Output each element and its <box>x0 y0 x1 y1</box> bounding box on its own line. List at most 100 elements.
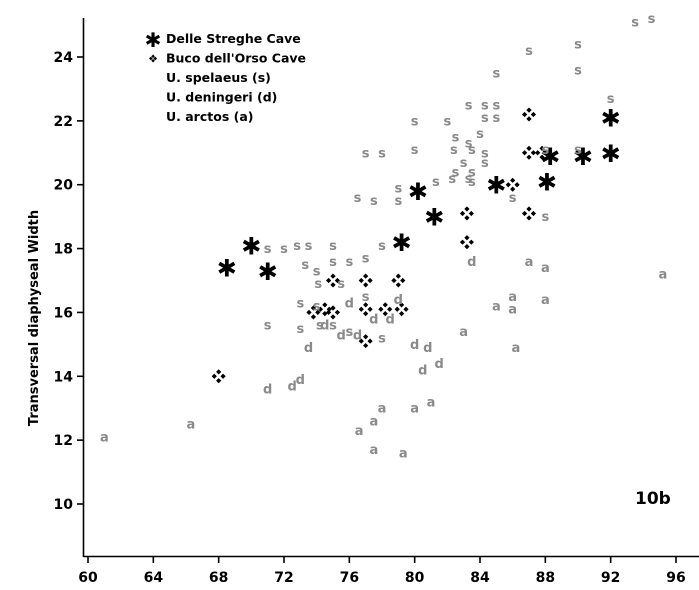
data-point-buco-dellorso <box>521 206 537 221</box>
data-point-buco-dellorso <box>358 273 373 288</box>
data-point-u-spelaeus-s: s <box>468 165 476 180</box>
data-point-buco-dellorso <box>325 273 341 288</box>
data-point-u-arctos-a: a <box>541 261 550 276</box>
data-point-buco-dellorso <box>378 302 393 317</box>
data-point-u-deningeri-d: d <box>435 357 444 372</box>
data-point-u-spelaeus-s: s <box>452 165 460 180</box>
x-tick-label: 84 <box>470 570 490 586</box>
data-point-u-deningeri-d: d <box>263 383 272 398</box>
data-point-u-spelaeus-s: s <box>362 252 370 267</box>
data-point-u-arctos-a: a <box>427 395 436 410</box>
data-point-u-spelaeus-s: s <box>481 146 489 161</box>
y-tick-label: 20 <box>54 178 74 194</box>
data-point-u-spelaeus-s: s <box>293 239 301 254</box>
x-axis-ticks: 60 64 68 72 76 80 84 88 92 96 <box>78 556 686 586</box>
data-point-buco-dellorso <box>358 302 373 317</box>
data-point-u-deningeri-d: d <box>345 296 354 311</box>
data-point-u-spelaeus-s: s <box>450 143 458 158</box>
data-point-u-spelaeus-s: s <box>362 290 370 305</box>
data-point-u-arctos-a: a <box>508 290 517 305</box>
x-tick-label: 80 <box>405 570 425 586</box>
legend-entry: U. spelaeus (s) <box>166 70 271 85</box>
data-point-u-deningeri-d: d <box>369 312 378 327</box>
data-point-u-spelaeus-s: s <box>378 239 386 254</box>
y-tick-label: 16 <box>54 305 73 321</box>
x-tick-label: 72 <box>274 570 293 586</box>
data-point-u-spelaeus-s: s <box>394 181 402 196</box>
data-point-buco-dellorso <box>521 145 537 160</box>
data-point-u-arctos-a: a <box>525 255 534 270</box>
x-tick-label: 76 <box>340 570 359 586</box>
data-point-u-spelaeus-s: s <box>316 319 324 334</box>
data-point-u-spelaeus-s: s <box>574 143 582 158</box>
data-point-u-arctos-a: a <box>410 402 419 417</box>
data-point-u-spelaeus-s: s <box>345 255 353 270</box>
data-point-u-spelaeus-s: s <box>301 258 309 273</box>
data-point-u-deningeri-d: d <box>337 328 346 343</box>
data-point-u-spelaeus-s: s <box>280 242 288 257</box>
data-point-u-spelaeus-s: s <box>481 98 489 113</box>
data-point-u-deningeri-d: d <box>394 293 403 308</box>
data-point-u-spelaeus-s: s <box>541 210 549 225</box>
data-point-u-spelaeus-s: s <box>492 111 500 126</box>
y-tick-label: 18 <box>54 242 73 258</box>
x-tick-label: 96 <box>666 570 685 586</box>
legend-label: Buco dell'Orso Cave <box>166 51 306 66</box>
data-point-u-deningeri-d: d <box>353 328 362 343</box>
data-point-u-spelaeus-s: s <box>329 319 337 334</box>
data-point-u-spelaeus-s: s <box>313 300 321 315</box>
data-point-u-deningeri-d: d <box>296 373 305 388</box>
data-point-u-spelaeus-s: s <box>452 130 460 145</box>
data-point-u-spelaeus-s: s <box>394 194 402 209</box>
legend-entry: ❖ Buco dell'Orso Cave <box>148 51 306 66</box>
data-point-u-deningeri-d: d <box>320 319 329 334</box>
legend-diamond-icon: ❖ <box>148 53 158 66</box>
data-point-u-spelaeus-s: s <box>525 44 533 59</box>
data-point-delle-streghe: ✱ <box>424 204 444 232</box>
data-point-u-spelaeus-s: s <box>607 92 615 107</box>
data-point-u-arctos-a: a <box>355 424 364 439</box>
data-point-u-spelaeus-s: s <box>362 146 370 161</box>
data-point-buco-dellorso <box>394 302 409 317</box>
data-point-u-spelaeus-s: s <box>574 63 582 78</box>
data-point-buco-dellorso <box>211 369 226 384</box>
data-point-u-arctos-a: a <box>541 293 550 308</box>
data-point-u-deningeri-d: d <box>467 255 476 270</box>
data-point-u-spelaeus-s: s <box>631 15 639 30</box>
legend-entry: U. arctos (a) <box>166 109 253 124</box>
data-point-u-spelaeus-s: s <box>443 114 451 129</box>
data-point-u-spelaeus-s: s <box>314 277 322 292</box>
data-point-u-arctos-a: a <box>399 446 408 461</box>
legend-label: U. arctos (a) <box>166 109 253 124</box>
data-point-buco-dellorso <box>325 305 341 320</box>
data-point-u-spelaeus-s: s <box>345 325 353 340</box>
data-point-u-spelaeus-s: s <box>574 38 582 53</box>
legend-label: Delle Streghe Cave <box>166 31 301 46</box>
data-point-u-deningeri-d: d <box>288 379 297 394</box>
data-point-u-spelaeus-s: s <box>313 264 321 279</box>
data-point-u-spelaeus-s: s <box>460 156 468 171</box>
x-tick-label: 60 <box>78 570 98 586</box>
data-point-u-spelaeus-s: s <box>264 319 272 334</box>
y-tick-label: 14 <box>54 369 74 385</box>
data-point-buco-dellorso <box>358 334 373 349</box>
data-point-buco-dellorso <box>391 273 406 288</box>
data-point-u-deningeri-d: d <box>386 312 395 327</box>
data-point-delle-streghe: ✱ <box>601 140 621 168</box>
data-point-u-spelaeus-s: s <box>468 143 476 158</box>
data-point-buco-dellorso <box>459 235 474 250</box>
data-point-delle-streghe: ✱ <box>601 105 621 133</box>
y-tick-label: 22 <box>54 114 73 130</box>
data-point-u-spelaeus-s: s <box>296 322 304 337</box>
data-point-buco-dellorso <box>459 206 474 221</box>
data-point-u-spelaeus-s: s <box>264 242 272 257</box>
legend-entry: U. deningeri (d) <box>166 90 277 105</box>
x-tick-label: 88 <box>536 570 555 586</box>
data-point-u-spelaeus-s: s <box>465 98 473 113</box>
data-point-u-arctos-a: a <box>369 414 378 429</box>
data-point-delle-streghe: ✱ <box>408 178 428 206</box>
figure-label: 10b <box>635 489 671 509</box>
data-point-u-arctos-a: a <box>459 325 468 340</box>
data-point-u-spelaeus-s: s <box>481 156 489 171</box>
data-point-delle-streghe: ✱ <box>537 169 557 197</box>
